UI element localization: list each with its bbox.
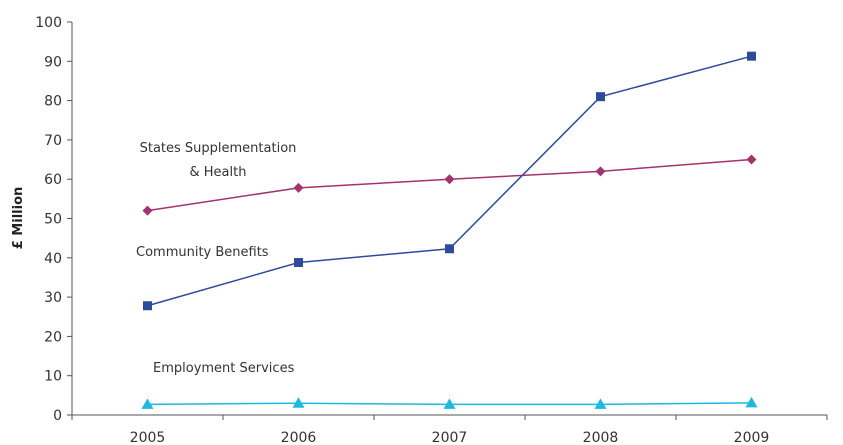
y-tick-label: 90: [44, 54, 62, 70]
y-axis-label: £ Million: [11, 187, 26, 250]
data-point-diamond: [444, 174, 455, 185]
y-tick-label: 80: [44, 94, 62, 110]
x-tick-label: 2008: [583, 430, 619, 445]
series-states-supplementation-health: [142, 154, 757, 216]
y-tick-label: 70: [44, 133, 62, 149]
axes: 0 10 20 30 40 50 60 70 80 90 100 2005 2006 2007 2008 20…: [35, 15, 828, 445]
series-annotation: Community Benefits: [136, 245, 269, 260]
data-point-triangle: [594, 398, 607, 409]
x-tick-label: 2007: [432, 430, 468, 445]
y-tick-label: 30: [44, 290, 62, 306]
data-point-diamond: [746, 154, 757, 165]
data-point-triangle: [443, 398, 456, 409]
series-employment-services: [141, 396, 758, 409]
data-point-square: [143, 301, 152, 311]
data-point-square: [445, 244, 454, 254]
data-point-square: [294, 258, 303, 268]
data-point-square: [596, 92, 605, 102]
y-tick-label: 0: [53, 408, 62, 424]
data-point-square: [747, 51, 756, 61]
x-tick-label: 2006: [281, 430, 317, 445]
y-tick-label: 100: [35, 15, 62, 31]
x-tick-label: 2009: [734, 430, 770, 445]
series-layer: [141, 51, 758, 409]
series-annotation: States Supplementation: [140, 141, 297, 156]
data-point-diamond: [142, 205, 153, 216]
data-point-triangle: [292, 397, 305, 408]
series-annotation: & Health: [190, 165, 247, 180]
y-tick-label: 20: [44, 329, 62, 345]
data-point-triangle: [141, 398, 154, 409]
y-tick-label: 50: [44, 212, 62, 228]
series-community-benefits: [143, 51, 756, 311]
y-tick-label: 60: [44, 172, 62, 188]
data-point-diamond: [293, 182, 304, 193]
series-annotations: States Supplementation & Health Community …: [136, 141, 296, 376]
y-tick-label: 40: [44, 251, 62, 267]
data-point-triangle: [745, 396, 758, 408]
data-point-diamond: [595, 166, 606, 177]
x-tick-label: 2005: [130, 430, 166, 445]
series-annotation: Employment Services: [153, 361, 295, 376]
y-tick-label: 10: [44, 369, 62, 385]
